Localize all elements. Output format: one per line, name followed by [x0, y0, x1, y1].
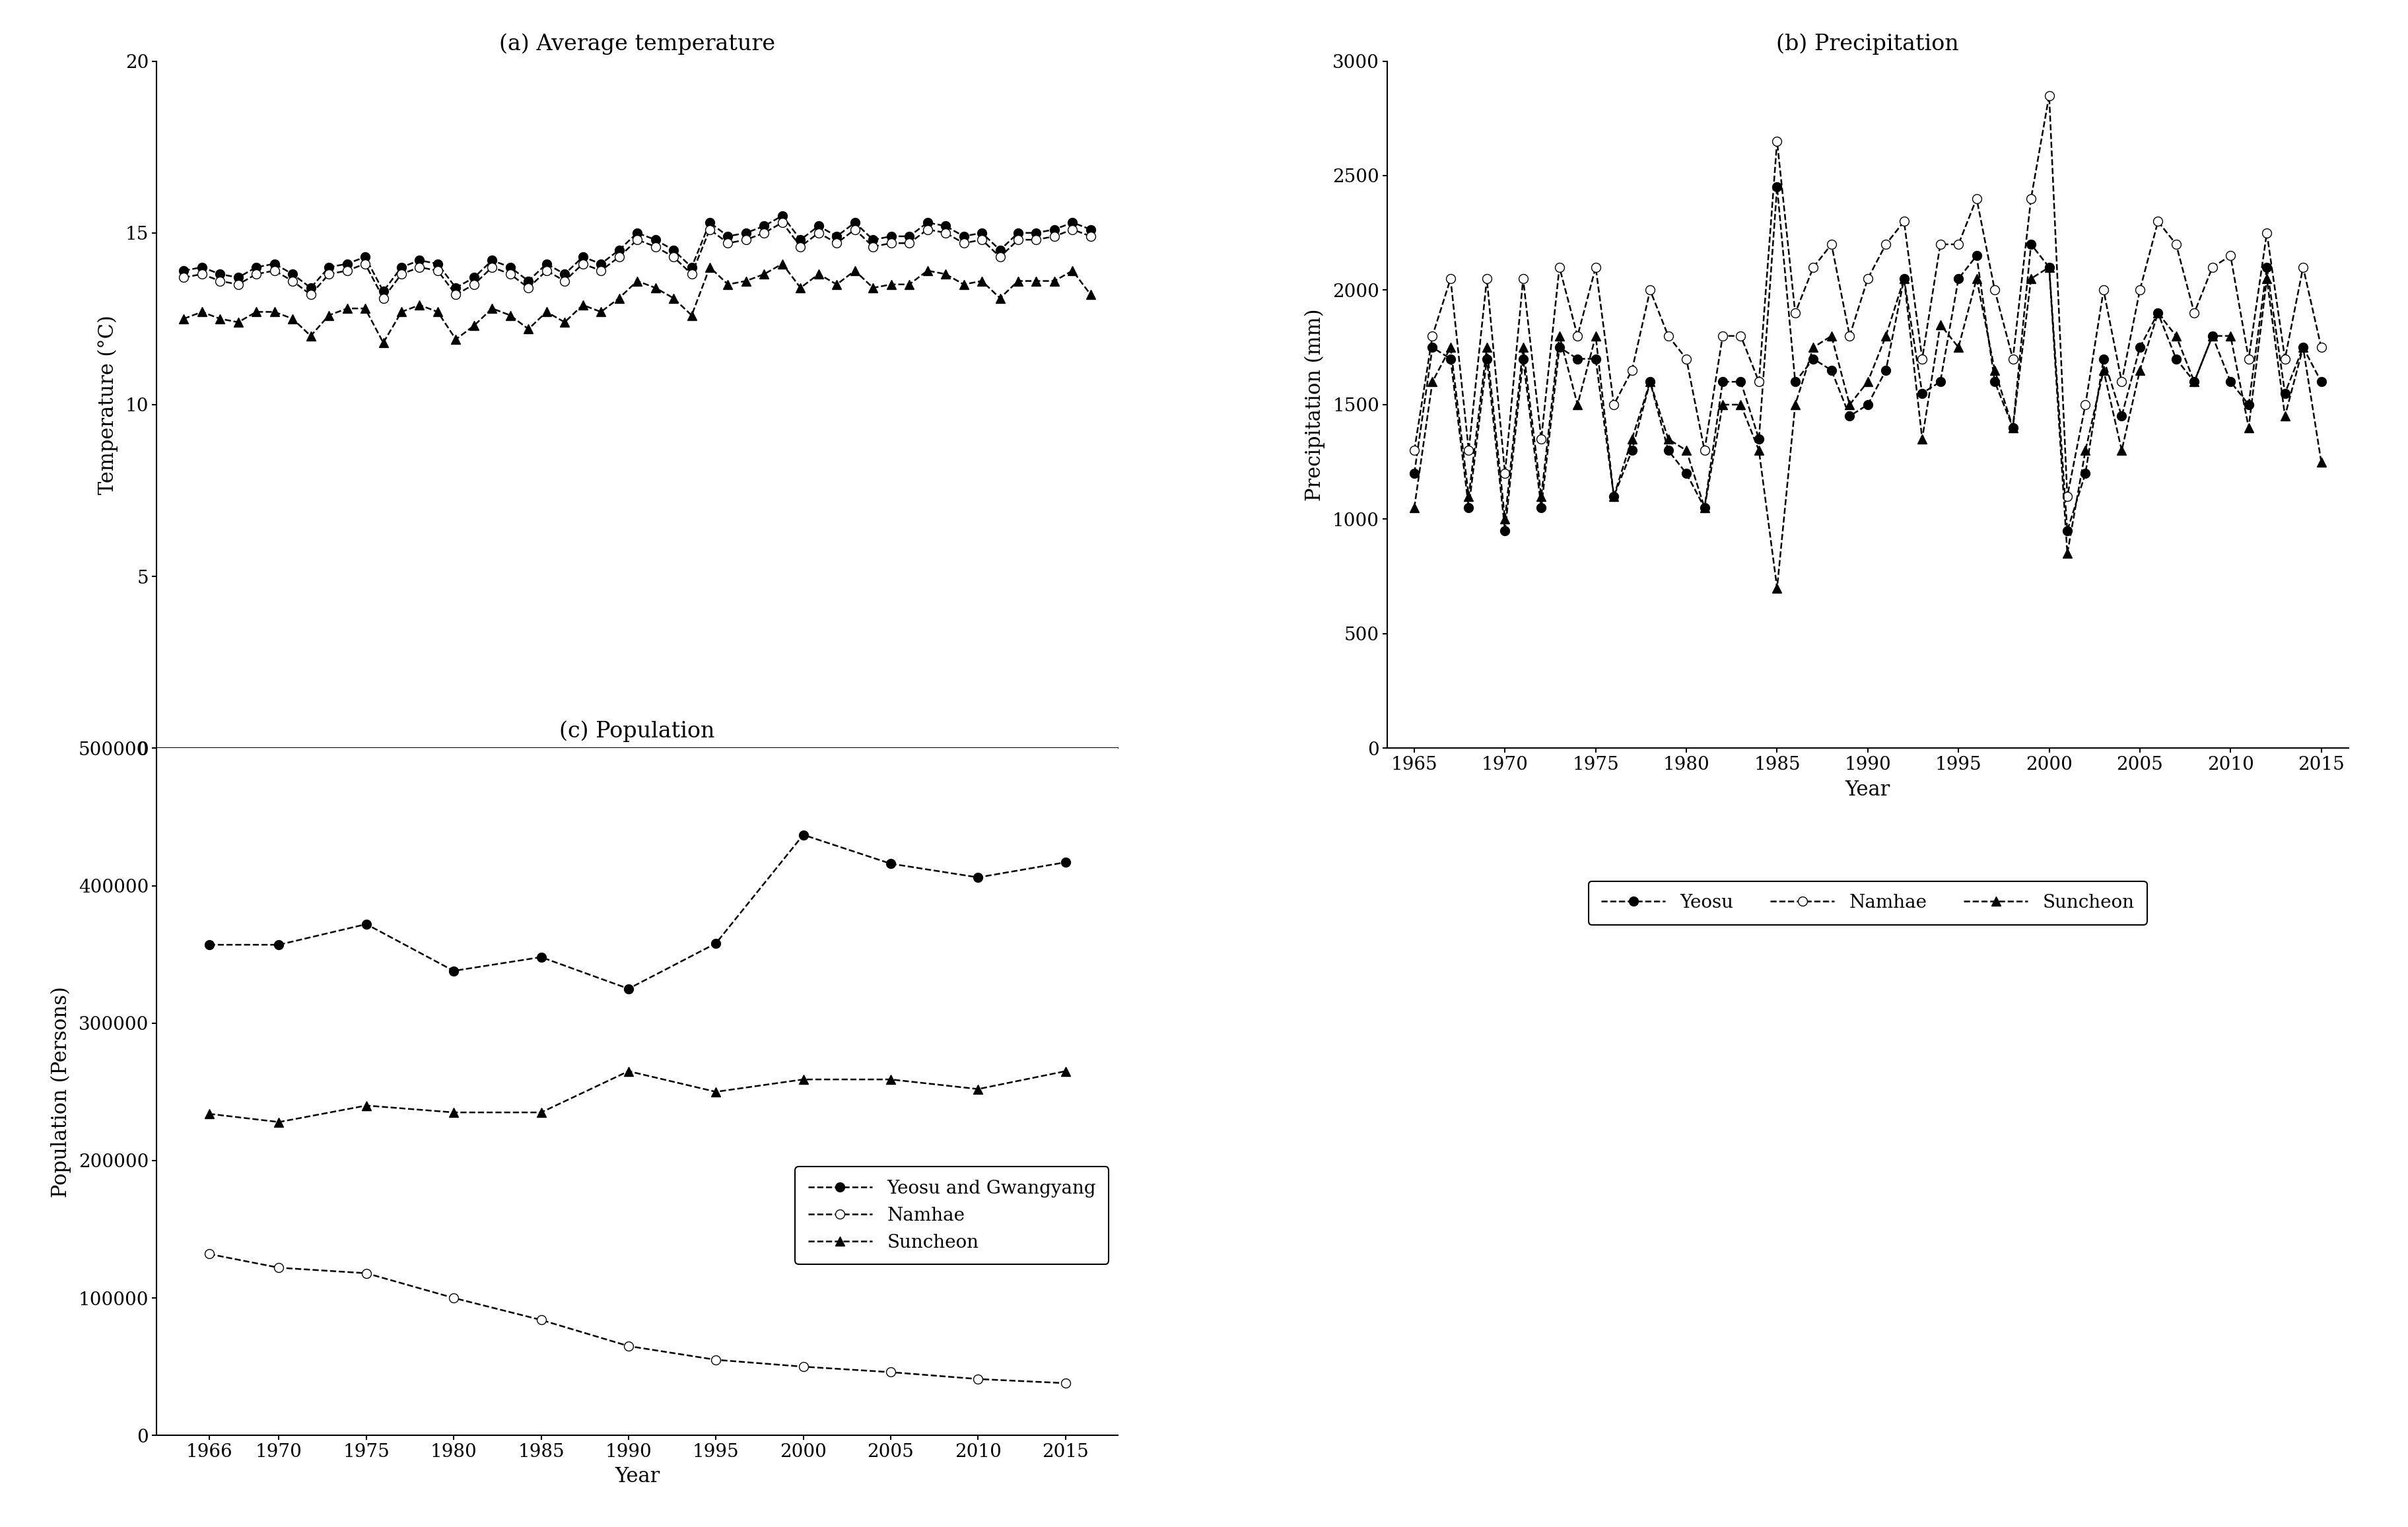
Legend: Yeosu and Gwangyang, Namhae, Suncheon: Yeosu and Gwangyang, Namhae, Suncheon	[795, 1167, 1108, 1264]
Legend: Yeosu, Namhae, Suncheon: Yeosu, Namhae, Suncheon	[1587, 881, 2146, 924]
Y-axis label: Temperature (°C): Temperature (°C)	[96, 315, 118, 495]
Title: (b) Precipitation: (b) Precipitation	[1777, 34, 1958, 55]
X-axis label: Year: Year	[614, 1466, 660, 1487]
X-axis label: Year: Year	[1845, 779, 1890, 800]
X-axis label: Year: Year	[614, 779, 660, 800]
Y-axis label: Precipitation (mm): Precipitation (mm)	[1305, 308, 1324, 501]
Title: (c) Population: (c) Population	[559, 721, 715, 742]
Title: (a) Average temperature: (a) Average temperature	[498, 34, 775, 55]
Legend: Yeosu, Namhae, Suncheon: Yeosu, Namhae, Suncheon	[359, 881, 917, 924]
Y-axis label: Population (Persons): Population (Persons)	[51, 986, 72, 1197]
